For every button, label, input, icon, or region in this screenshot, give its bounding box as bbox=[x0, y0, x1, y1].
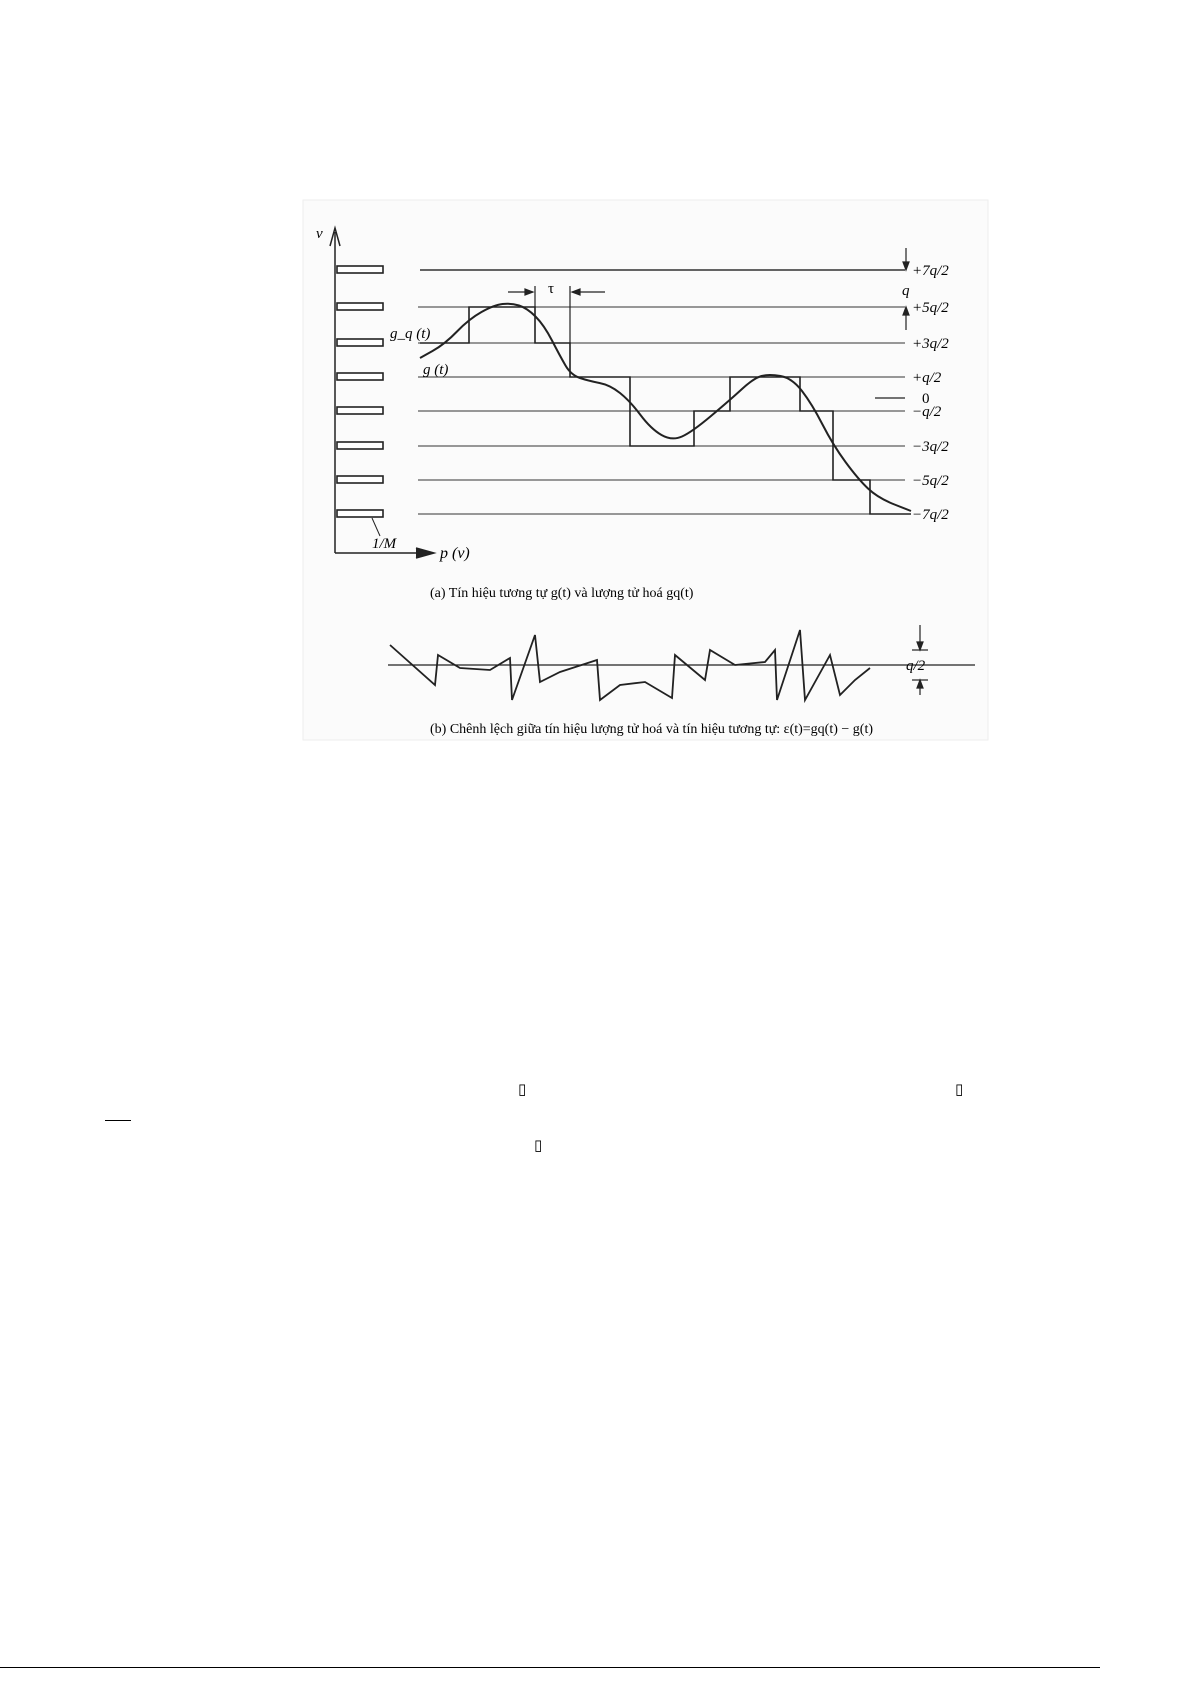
density-bar bbox=[336, 302, 384, 311]
half-q-label: q/2 bbox=[906, 658, 926, 674]
missing-glyph-3: ▯ bbox=[534, 1136, 543, 1154]
tau-label: τ bbox=[548, 281, 554, 297]
quantization-levels: +7q/2 +5q/2 +3q/2 +q/2 −q/2 −3q/2 −5q/2 −7q/2 bbox=[418, 263, 949, 523]
missing-glyph-2: ▯ bbox=[955, 1080, 964, 1098]
density-bar bbox=[336, 406, 384, 415]
density-bar bbox=[336, 372, 384, 381]
quantization-error bbox=[389, 629, 871, 704]
density-bar bbox=[336, 441, 384, 450]
level-label: −3q/2 bbox=[912, 439, 949, 455]
level-label: +3q/2 bbox=[912, 336, 949, 352]
density-label: 1/M bbox=[372, 536, 398, 552]
level-label: −7q/2 bbox=[912, 507, 949, 523]
half-q-marker bbox=[912, 625, 928, 695]
missing-glyph-1: ▯ bbox=[518, 1080, 527, 1098]
tau-marker bbox=[508, 286, 605, 343]
density-bar bbox=[336, 338, 384, 347]
analog-signal-g bbox=[419, 302, 912, 512]
fraction-bar bbox=[105, 1120, 131, 1121]
density-bar bbox=[336, 509, 384, 518]
caption-b: (b) Chênh lệch giữa tín hiệu lượng tử ho… bbox=[430, 722, 873, 737]
q-label: q bbox=[902, 283, 910, 299]
density-bars bbox=[336, 265, 384, 518]
g-label: g (t) bbox=[423, 362, 448, 378]
density-bar bbox=[336, 475, 384, 484]
level-label: +5q/2 bbox=[912, 300, 949, 316]
density-pointer bbox=[371, 517, 381, 537]
gq-label: g_q (t) bbox=[390, 326, 430, 342]
level-label: −5q/2 bbox=[912, 473, 949, 489]
density-bar bbox=[336, 265, 384, 274]
axis-p-label: p (v) bbox=[439, 545, 470, 562]
axis-v-label: v bbox=[316, 226, 323, 242]
caption-a: (a) Tín hiệu tương tự g(t) và lượng tử h… bbox=[430, 586, 694, 601]
zero-label: 0 bbox=[922, 391, 930, 407]
level-label: +q/2 bbox=[912, 370, 942, 386]
axes bbox=[329, 225, 437, 559]
footer-rule bbox=[0, 1667, 1100, 1668]
figure-background bbox=[302, 199, 989, 741]
level-label: +7q/2 bbox=[912, 263, 949, 279]
q-marker bbox=[875, 248, 910, 399]
quantization-figure: v p (v) 1/M +7q/2 +5q/2 +3q/2 +q/2 −q/2 −3q/2… bbox=[302, 199, 989, 741]
level-label: −q/2 bbox=[912, 404, 942, 420]
